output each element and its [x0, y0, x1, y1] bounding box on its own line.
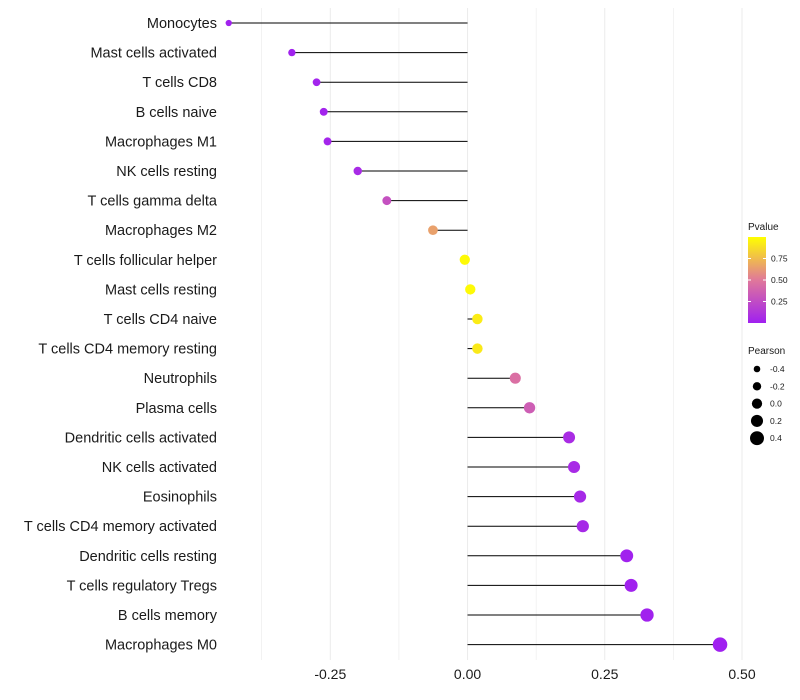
lollipop-point	[382, 196, 392, 206]
x-tick-label: 0.50	[728, 666, 755, 682]
category-label: T cells CD4 naive	[104, 312, 217, 328]
pvalue-tick-label: 0.50	[771, 275, 788, 285]
category-label: T cells gamma delta	[88, 194, 218, 210]
lollipop-point	[640, 608, 654, 622]
lollipop-point	[319, 107, 328, 116]
lollipop-segments	[228, 22, 721, 646]
category-label: Mast cells resting	[105, 282, 217, 298]
category-label: B cells memory	[118, 608, 218, 624]
lollipop-point	[563, 431, 576, 444]
pearson-legend-label: -0.2	[770, 381, 785, 391]
lollipop-point	[472, 313, 483, 325]
category-label: Neutrophils	[144, 371, 217, 387]
category-label: Plasma cells	[136, 401, 217, 417]
pvalue-legend-title: Pvalue	[748, 222, 779, 233]
pvalue-tick-label: 0.75	[771, 254, 788, 264]
pearson-legend: Pearson -0.4 -0.2 0.0 0.2 0.4	[748, 346, 785, 446]
lollipop-point	[576, 520, 589, 533]
lollipop-point	[573, 490, 587, 503]
category-label: Monocytes	[147, 16, 217, 32]
category-label: T cells CD4 memory activated	[24, 519, 217, 535]
pearson-legend-title: Pearson	[748, 346, 785, 357]
lollipop-point	[312, 78, 321, 87]
lollipop-point	[472, 343, 483, 354]
pearson-legend-dot	[750, 414, 764, 427]
category-labels: Monocytes Mast cells activated T cells CD8…	[24, 16, 218, 654]
lollipop-point	[323, 137, 332, 146]
lollipop-point	[712, 637, 728, 652]
category-label: T cells regulatory Tregs	[67, 578, 217, 594]
category-label: NK cells resting	[116, 164, 217, 180]
category-label: NK cells activated	[102, 460, 217, 476]
category-label: B cells naive	[136, 105, 217, 121]
pearson-legend-label: 0.4	[770, 433, 782, 443]
category-label: Mast cells activated	[90, 46, 217, 62]
category-label: T cells follicular helper	[74, 253, 217, 269]
pvalue-colorbar	[748, 237, 766, 323]
pearson-legend-items: -0.4 -0.2 0.0 0.2 0.4	[750, 364, 785, 446]
pearson-legend-label: 0.2	[770, 416, 782, 426]
pvalue-legend-ticks: 0.75 0.50 0.25	[748, 254, 788, 307]
category-label: Dendritic cells resting	[79, 549, 217, 565]
grid-lines	[261, 8, 743, 660]
lollipop-points	[225, 19, 728, 652]
lollipop-point	[624, 578, 638, 592]
lollipop-point	[459, 254, 470, 265]
category-label: T cells CD8	[142, 75, 217, 91]
lollipop-point	[428, 225, 438, 236]
lollipop-point	[288, 48, 296, 57]
lollipop-point	[509, 372, 521, 384]
lollipop-point	[353, 166, 362, 176]
pvalue-legend: Pvalue 0.75 0.50 0.25	[748, 222, 788, 323]
x-axis-ticks: -0.25 0.00 0.25 0.50	[314, 666, 755, 682]
category-label: Macrophages M0	[105, 638, 217, 654]
pearson-legend-label: -0.4	[770, 364, 785, 374]
x-tick-label: 0.00	[454, 666, 481, 682]
category-label: Eosinophils	[143, 490, 217, 506]
pearson-legend-dot	[751, 398, 763, 409]
category-label: Dendritic cells activated	[65, 430, 217, 446]
lollipop-point	[225, 19, 232, 27]
pvalue-tick-label: 0.25	[771, 297, 788, 307]
pearson-legend-dot	[750, 431, 764, 446]
lollipop-point	[523, 402, 536, 414]
lollipop-point	[465, 284, 476, 295]
x-tick-label: 0.25	[591, 666, 618, 682]
category-label: Macrophages M2	[105, 223, 217, 239]
pearson-legend-dot	[752, 382, 762, 391]
category-label: Macrophages M1	[105, 134, 217, 150]
category-label: T cells CD4 memory resting	[38, 342, 217, 358]
x-tick-label: -0.25	[314, 666, 346, 682]
pearson-legend-dot	[753, 365, 761, 373]
lollipop-point	[567, 460, 581, 474]
lollipop-point	[620, 549, 634, 563]
pearson-legend-label: 0.0	[770, 399, 782, 409]
